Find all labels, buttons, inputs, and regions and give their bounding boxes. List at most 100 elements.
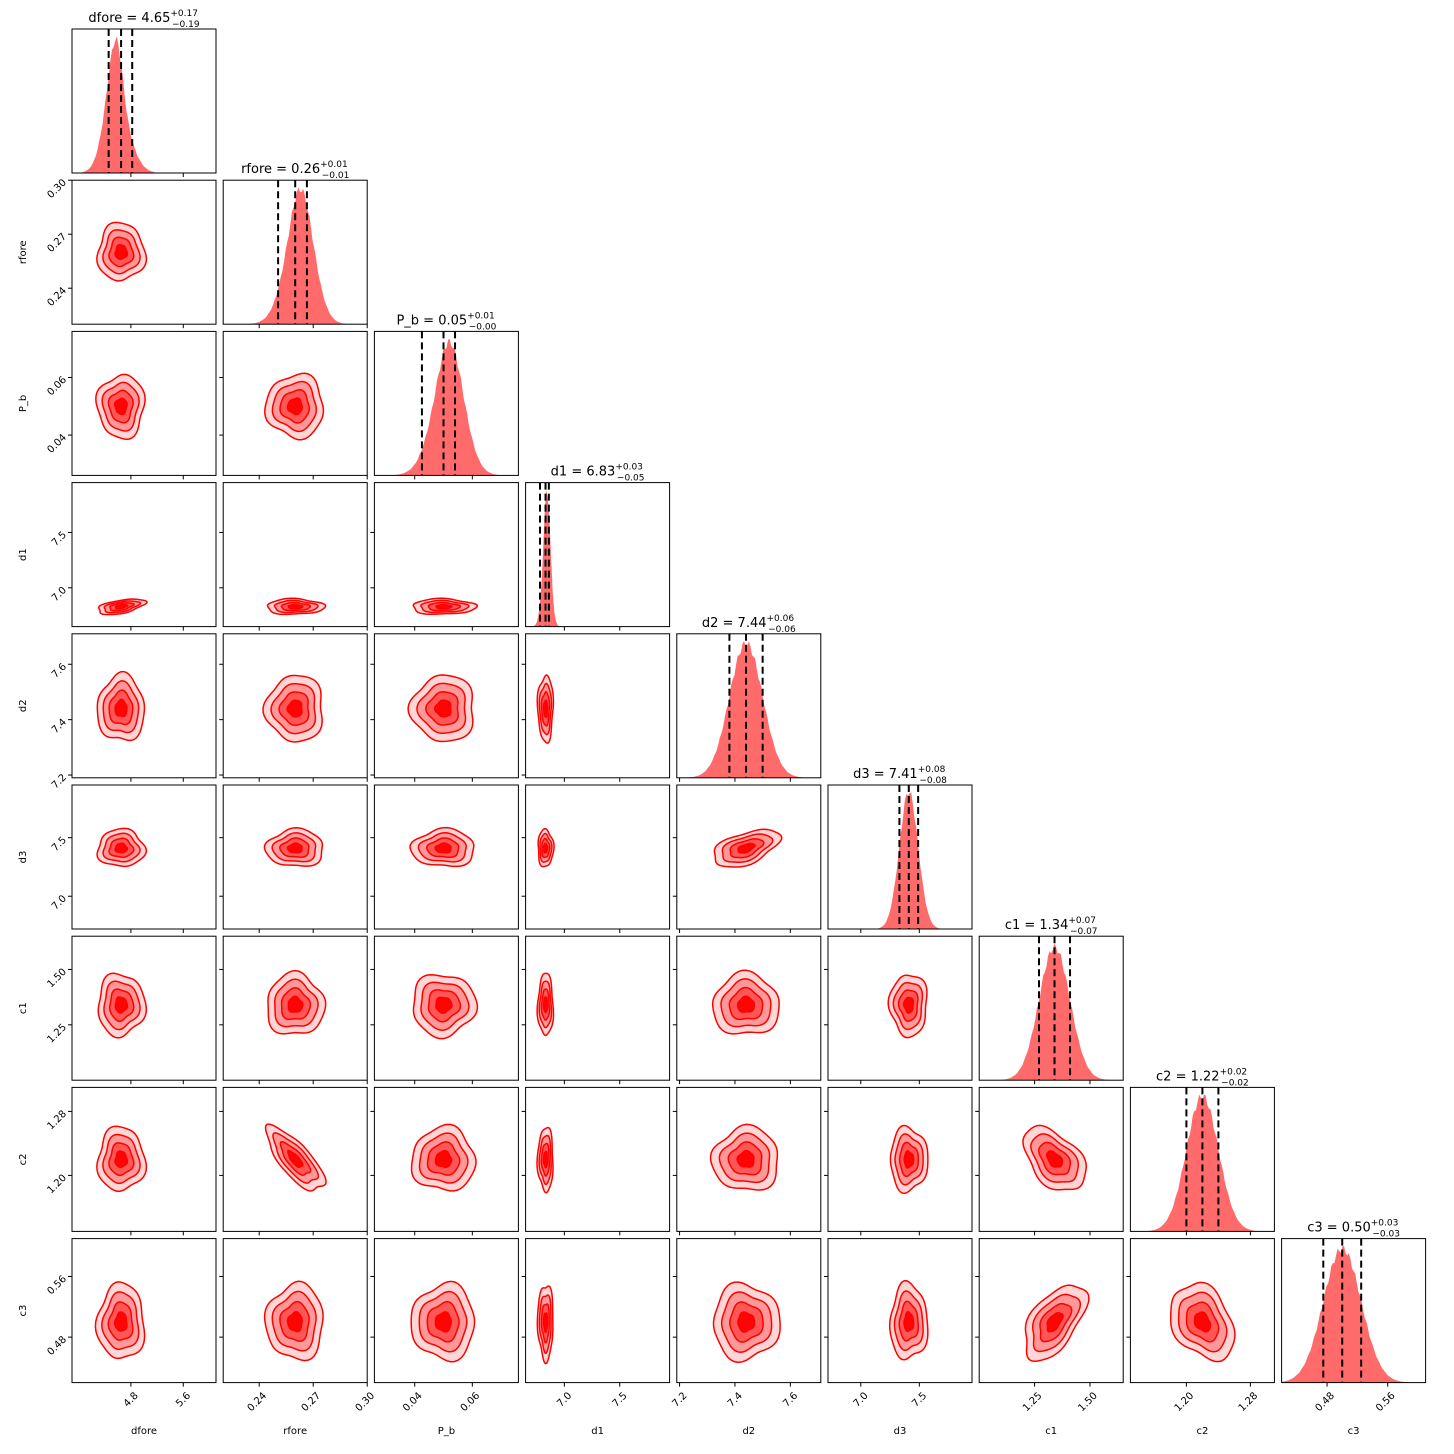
contour-panel-rfore-c3: 0.24 0.27 0.30 rfore (219, 1238, 377, 1437)
axes-frame (373, 633, 519, 779)
x-tick-label-P_b: 0.06 (459, 1390, 483, 1414)
axes-frame (71, 330, 217, 476)
x-tick-label-P_b: 0.04 (401, 1390, 425, 1414)
contour-level-1 (736, 995, 756, 1013)
y-axis-label-c2: c2 (18, 1153, 29, 1165)
histogram-d2 (676, 641, 821, 778)
contour-level-1 (903, 1150, 915, 1169)
contour-panel-c1-c3: 1.25 1.50 c1 (975, 1238, 1124, 1437)
x-axis-label-d2: d2 (742, 1426, 755, 1437)
y-tick-label-d1: 7.5 (50, 530, 69, 549)
x-tick-label-rfore: 0.27 (300, 1390, 324, 1414)
axes-frame (978, 1238, 1124, 1384)
contour-level-1 (435, 603, 453, 610)
histogram-rfore (232, 187, 363, 325)
contour-level-1 (542, 699, 549, 719)
axes-frame (71, 784, 217, 930)
axes-frame (525, 935, 671, 1081)
x-tick-label-d1: 7.0 (555, 1390, 574, 1409)
y-tick-label-d3: 7.5 (50, 835, 69, 854)
title-d2: d2 = 7.44+0.06 −0.06 (702, 614, 796, 635)
contour-level-1 (113, 1311, 128, 1332)
axes-frame (222, 482, 368, 628)
contour-level-1 (1046, 1312, 1064, 1333)
axes-frame (222, 633, 368, 779)
axes-frame (71, 28, 217, 174)
contour-level-1 (114, 698, 128, 718)
contour-panel-P_b-c1 (370, 935, 519, 1085)
axes-frame (525, 1238, 671, 1384)
x-tick-label-dfore: 5.6 (174, 1390, 193, 1409)
y-tick-label-P_b: 0.06 (45, 375, 69, 399)
contour-level-1 (542, 996, 549, 1014)
histogram-c2 (1130, 1094, 1275, 1232)
axes-frame (827, 1086, 973, 1232)
contour-panel-d3-c1 (824, 935, 973, 1085)
x-axis-label-rfore: rfore (283, 1426, 307, 1437)
axes-frame (676, 1086, 822, 1232)
axes-frame (222, 935, 368, 1081)
axes-frame (71, 1238, 217, 1384)
axes-frame (978, 935, 1124, 1081)
contour-level-1 (114, 996, 129, 1014)
x-tick-label-c1: 1.25 (1021, 1390, 1045, 1414)
x-tick-label-c2: 1.20 (1173, 1390, 1197, 1414)
contour-level-1 (737, 1311, 756, 1333)
histogram-panel-P_b: P_b = 0.05+0.01 −0.00 (373, 311, 519, 480)
histogram-d3 (828, 792, 972, 929)
contour-level-1 (542, 842, 549, 854)
x-tick-label-d2: 7.4 (726, 1390, 745, 1409)
axes-frame (222, 1238, 368, 1384)
y-axis-label-d3: d3 (18, 851, 29, 864)
x-axis-label-c2: c2 (1196, 1426, 1208, 1437)
y-tick-label-d3: 7.0 (50, 893, 69, 912)
contour-panel-d2-c1 (672, 935, 822, 1085)
x-tick-label-rfore: 0.24 (246, 1390, 270, 1414)
contour-level-1 (902, 996, 915, 1014)
contour-panel-P_b-c2 (370, 1086, 519, 1236)
axes-frame (676, 1238, 822, 1384)
contour-panel-d2-c2 (672, 1086, 822, 1236)
contour-level-1 (286, 699, 303, 718)
x-tick-label-c2: 1.28 (1237, 1390, 1261, 1414)
axes-frame (222, 784, 368, 930)
contour-level-1 (114, 604, 129, 610)
contour-panel-P_b-d2 (370, 633, 519, 782)
histogram-panel-c1: c1 = 1.34+0.07 −0.07 (978, 916, 1124, 1085)
x-axis-label-d3: d3 (894, 1426, 907, 1437)
contour-level-1 (1045, 1150, 1064, 1168)
axes-frame (676, 784, 822, 930)
histogram-panel-c2: c2 = 1.22+0.02 −0.02 (1129, 1067, 1275, 1236)
y-tick-label-d2: 7.4 (50, 717, 69, 736)
contour-panel-d1-c1 (521, 935, 671, 1085)
axes-frame (71, 482, 217, 628)
contour-level-1 (434, 1149, 453, 1169)
axes-frame (525, 482, 671, 628)
y-tick-label-d2: 7.6 (50, 661, 69, 680)
histogram-c3 (1281, 1245, 1426, 1383)
contour-panel-dfore-c3: 4.8 5.6 dfore 0.48 0.56 c3 (18, 1238, 217, 1437)
contour-panel-d3-c3: 7.0 7.5 d3 (824, 1238, 973, 1437)
y-tick-label-P_b: 0.04 (45, 432, 69, 456)
y-tick-label-c2: 1.20 (45, 1173, 69, 1197)
axes-frame (676, 935, 822, 1081)
histogram-panel-dfore: dfore = 4.65+0.17 −0.19 (71, 9, 217, 177)
axes-frame (827, 784, 973, 930)
x-axis-label-dfore: dfore (131, 1426, 157, 1437)
y-axis-label-d1: d1 (18, 548, 29, 561)
axes-frame (978, 1086, 1124, 1232)
axes-frame (827, 1238, 973, 1384)
axes-frame (373, 1238, 519, 1384)
axes-frame (222, 330, 368, 476)
contour-level-1 (114, 842, 129, 854)
title-c2: c2 = 1.22+0.02 −0.02 (1156, 1067, 1249, 1088)
axes-frame (373, 784, 519, 930)
histogram-panel-rfore: rfore = 0.26+0.01 −0.01 (222, 160, 368, 329)
y-tick-label-d2: 7.2 (50, 772, 69, 791)
axes-frame (1129, 1086, 1275, 1232)
contour-panel-dfore-c2: 1.20 1.28 c2 (18, 1086, 217, 1236)
axes-frame (525, 784, 671, 930)
x-axis-label-P_b: P_b (438, 1426, 455, 1437)
histogram-dfore (72, 36, 216, 173)
